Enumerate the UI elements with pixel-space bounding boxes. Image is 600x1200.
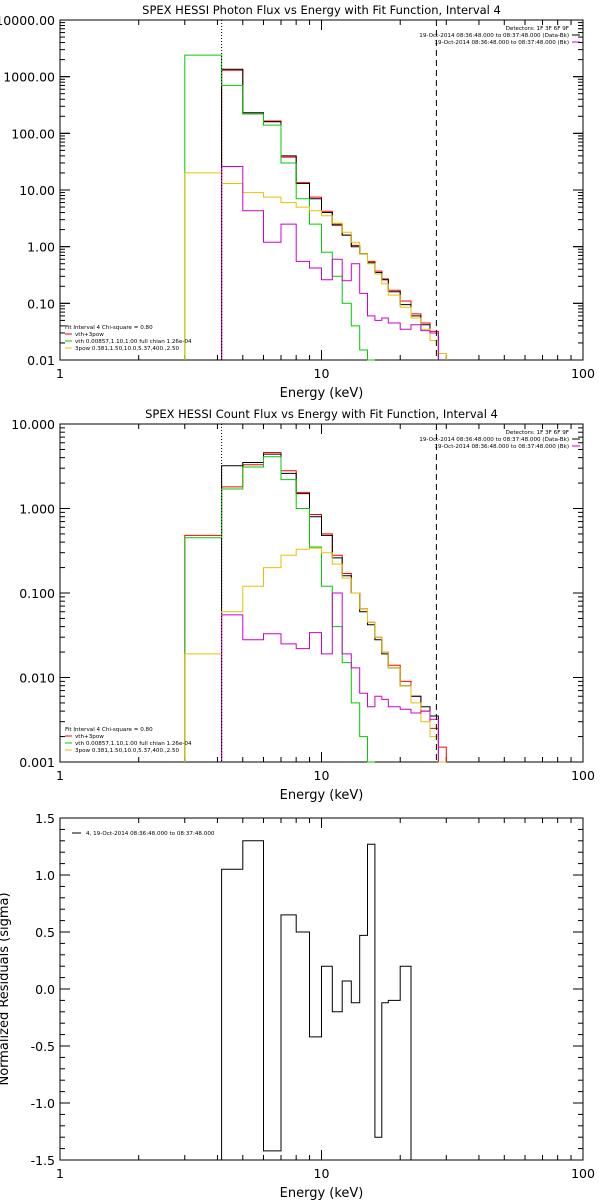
legend-text: vth 0.00857,1.10,1.00 full chian 1.26e-0… bbox=[75, 339, 192, 345]
x-axis-label: Energy (keV) bbox=[280, 386, 364, 401]
series-line bbox=[184, 547, 447, 763]
legend-text: vth+3pow bbox=[75, 332, 104, 338]
x-tick-label: 10 bbox=[314, 366, 330, 381]
y-tick-label: -1.0 bbox=[31, 1096, 55, 1111]
legend-text: 3pow 0.381,1.50,10.0,5.37,400.,2.50 bbox=[75, 346, 180, 352]
y-tick-label: 0.010 bbox=[19, 671, 55, 686]
x-axis-label: Energy (keV) bbox=[280, 1186, 364, 1200]
series-line bbox=[221, 592, 439, 762]
y-tick-label: 1.00 bbox=[27, 240, 55, 255]
series-line bbox=[221, 840, 412, 1160]
y-tick-label: 1.000 bbox=[19, 502, 55, 517]
series-line bbox=[184, 54, 375, 361]
legend-text: 4, 19-Oct-2014 08:36:48.000 to 08:37:48.… bbox=[86, 831, 215, 837]
y-axis-label: Normalized Residuals (sigma) bbox=[0, 892, 12, 1085]
x-tick-label: 10 bbox=[314, 1166, 330, 1181]
info-text: 19-Oct-2014 08:36:48.000 to 08:37:48.000… bbox=[434, 40, 569, 46]
y-tick-label: 100.00 bbox=[11, 126, 55, 141]
y-tick-label: -0.5 bbox=[31, 1039, 55, 1054]
plot-frame bbox=[59, 423, 584, 763]
info-text: Detectors: 1F 3F 6F 9F bbox=[506, 430, 569, 436]
y-tick-label: 10.00 bbox=[19, 183, 55, 198]
series-line bbox=[184, 456, 375, 763]
series-line bbox=[221, 166, 439, 360]
y-tick-label: 0.5 bbox=[35, 925, 55, 940]
x-tick-label: 1 bbox=[56, 1166, 64, 1181]
series-line bbox=[184, 172, 447, 360]
series-line bbox=[221, 68, 439, 360]
legend-text: vth 0.00857,1.10,1.00 full chian 1.26e-0… bbox=[75, 741, 192, 747]
y-tick-label: 1000.00 bbox=[3, 70, 55, 85]
x-tick-label: 1 bbox=[56, 366, 64, 381]
info-text: 19-Oct-2014 08:36:48.000 to 08:37:48.000… bbox=[419, 437, 569, 443]
legend-text: vth+3pow bbox=[75, 734, 104, 740]
info-text: 19-Oct-2014 08:36:48.000 to 08:37:48.000… bbox=[419, 33, 569, 39]
legend-text: 3pow 0.381,1.50,10.0,5.37,400.,2.50 bbox=[75, 748, 180, 754]
y-tick-label: 1.5 bbox=[35, 811, 55, 826]
y-tick-label: 1.0 bbox=[35, 868, 55, 883]
x-tick-label: 1 bbox=[56, 768, 64, 783]
series-line bbox=[184, 452, 447, 762]
y-tick-label: 0.0 bbox=[35, 982, 55, 997]
chart-title: SPEX HESSI Count Flux vs Energy with Fit… bbox=[145, 407, 498, 421]
info-text: Detectors: 1F 3F 6F 9F bbox=[506, 26, 569, 32]
y-tick-label: 10000.00 bbox=[0, 13, 55, 28]
series-line bbox=[221, 453, 439, 762]
plot-frame bbox=[59, 19, 584, 361]
info-text: 19-Oct-2014 08:36:48.000 to 08:37:48.000… bbox=[434, 444, 569, 450]
y-tick-label: 0.001 bbox=[19, 755, 55, 770]
legend-text: Fit Interval 4 Chi-square = 0.80 bbox=[65, 325, 153, 331]
x-tick-label: 100 bbox=[571, 768, 595, 783]
legend-text: Fit Interval 4 Chi-square = 0.80 bbox=[65, 727, 153, 733]
x-tick-label: 100 bbox=[571, 366, 595, 381]
y-tick-label: 0.100 bbox=[19, 586, 55, 601]
y-tick-label: 0.01 bbox=[27, 353, 55, 368]
y-tick-label: 0.10 bbox=[27, 296, 55, 311]
y-tick-label: 10.000 bbox=[11, 417, 55, 432]
chart-title: SPEX HESSI Photon Flux vs Energy with Fi… bbox=[142, 3, 501, 17]
y-tick-label: -1.5 bbox=[31, 1153, 55, 1168]
x-tick-label: 100 bbox=[571, 1166, 595, 1181]
x-tick-label: 10 bbox=[314, 768, 330, 783]
x-axis-label: Energy (keV) bbox=[280, 788, 364, 803]
